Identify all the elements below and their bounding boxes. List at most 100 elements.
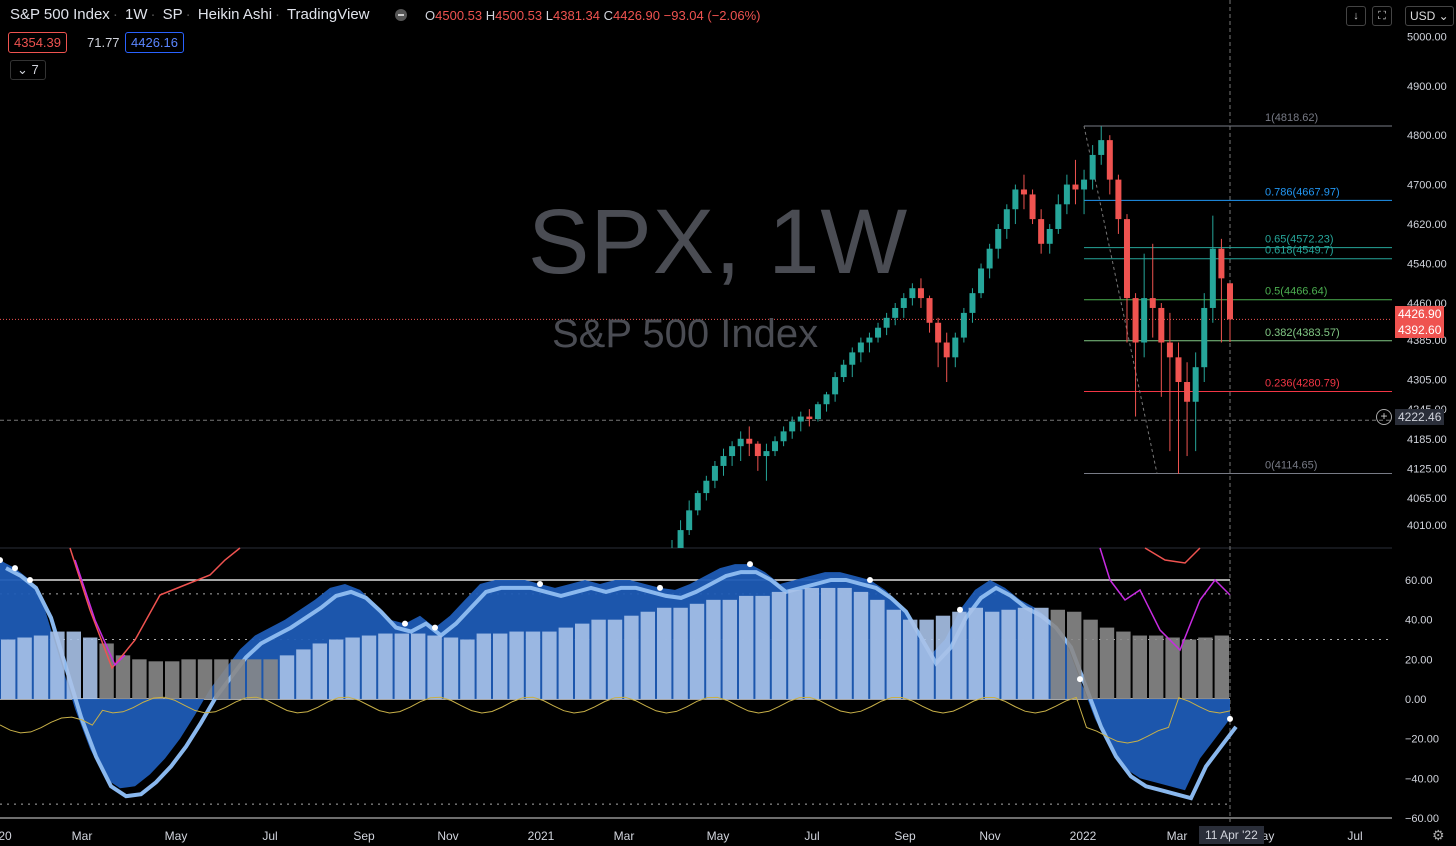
histogram-bar: [476, 633, 491, 699]
osc-axis-tick: 60.00: [1405, 575, 1433, 587]
histogram-bar: [50, 631, 65, 699]
candle-body: [978, 268, 985, 294]
signal-dot: [27, 577, 33, 583]
candle-body: [1175, 357, 1182, 383]
candle-body: [677, 530, 684, 548]
price-axis-tick: 4800.00: [1407, 130, 1447, 142]
candle-body: [1141, 298, 1148, 343]
histogram-bar: [115, 655, 131, 699]
candle-body: [995, 228, 1002, 249]
candle-body: [686, 510, 693, 531]
candle-body: [832, 377, 839, 395]
time-axis-tick: Mar: [1167, 829, 1188, 843]
histogram-bar: [558, 627, 573, 699]
histogram-bar: [411, 633, 426, 699]
histogram-bar: [821, 587, 836, 699]
candle-body: [875, 327, 882, 338]
price-axis-tick: 4385.00: [1407, 335, 1447, 347]
time-axis-tick: Mar: [72, 829, 93, 843]
histogram-bar: [509, 631, 524, 699]
histogram-bar: [1116, 631, 1131, 699]
signal-dot: [1227, 715, 1233, 722]
histogram-bar: [230, 659, 245, 699]
fib-level-label: 0.65(4572.23): [1265, 234, 1334, 246]
settings-gear-icon[interactable]: ⚙: [1432, 827, 1445, 843]
oscillator-red-line-2: [1144, 547, 1201, 564]
candle-body: [1020, 189, 1027, 195]
histogram-bar: [197, 659, 213, 699]
histogram-bar: [919, 619, 934, 699]
watermark-symbol: SPX, 1W: [528, 191, 909, 293]
candle-body: [952, 337, 959, 358]
signal-dot: [747, 561, 753, 568]
candle-body: [883, 317, 890, 328]
fib-level-label: 0.382(4383.57): [1265, 327, 1340, 339]
candle-body: [960, 312, 967, 338]
fullscreen-icon[interactable]: ⛶: [1372, 6, 1392, 26]
candle-body: [814, 404, 821, 420]
time-axis-tick: Jul: [804, 829, 819, 843]
fib-level-label: 0.786(4667.97): [1265, 186, 1340, 198]
add-alert-icon[interactable]: +: [1376, 409, 1392, 425]
time-axis-tick: Nov: [979, 829, 1000, 843]
interval-label[interactable]: 1W: [124, 6, 148, 23]
price-axis-tick: 4620.00: [1407, 219, 1447, 231]
time-axis-tick: 2022: [1070, 829, 1097, 843]
currency-selector[interactable]: USD ⌄: [1405, 6, 1454, 26]
signal-dot: [867, 577, 873, 583]
ask-price-badge[interactable]: 4426.16: [125, 32, 184, 53]
price-axis-tick: 4700.00: [1407, 180, 1447, 192]
time-axis-tick: Nov: [437, 829, 458, 843]
signal-dot: [0, 557, 3, 564]
candle-body: [1192, 367, 1199, 402]
price-axis-tick: 5000.00: [1407, 31, 1447, 43]
candle-body: [1209, 248, 1216, 308]
osc-axis-tick: 20.00: [1405, 654, 1433, 666]
symbol-name[interactable]: S&P 500 Index: [10, 6, 110, 23]
candle-body: [1158, 307, 1165, 343]
time-axis-tick: Mar: [614, 829, 635, 843]
histogram-bar: [739, 595, 754, 699]
time-axis-tick: May: [707, 829, 730, 843]
histogram-bar: [804, 587, 819, 699]
histogram-bar: [1198, 637, 1213, 699]
histogram-bar: [312, 643, 327, 699]
histogram-bar: [361, 635, 377, 699]
candle-body: [669, 550, 675, 580]
histogram-bar: [788, 589, 803, 699]
candle-body: [703, 480, 710, 494]
histogram-bar: [443, 637, 459, 699]
download-icon[interactable]: ↓: [1346, 6, 1366, 26]
time-axis-tick: Sep: [353, 829, 375, 843]
fib-level-label: 0(4114.65): [1265, 460, 1317, 472]
time-axis-tick: Sep: [894, 829, 916, 843]
more-options-icon[interactable]: [395, 9, 407, 21]
signal-dot: [402, 620, 408, 627]
candle-body: [1055, 204, 1062, 229]
indicators-collapse-button[interactable]: ⌄ 7: [10, 60, 46, 80]
histogram-bar: [214, 659, 229, 699]
signal-dot: [657, 584, 663, 591]
crosshair-date-label: 11 Apr '22: [1199, 826, 1264, 844]
histogram-bar: [165, 661, 180, 699]
histogram-bar: [1, 639, 16, 699]
fib-trend-line: [1083, 125, 1158, 474]
histogram-bar: [689, 603, 705, 699]
bid-price-badge[interactable]: 4354.39: [8, 32, 67, 53]
symbol-header[interactable]: S&P 500 Index · 1W · SP · Heikin Ashi · Trad…: [10, 6, 370, 23]
histogram-bar: [591, 619, 606, 699]
price-axis-tick: 4540.00: [1407, 259, 1447, 271]
candle-body: [1038, 219, 1045, 244]
candle-body: [694, 493, 701, 511]
histogram-bar: [575, 623, 590, 699]
histogram-bar: [394, 633, 409, 699]
candle-body: [754, 443, 761, 457]
candle-body: [986, 248, 993, 269]
oscillator-red-line: [69, 547, 241, 670]
histogram-bar: [542, 631, 557, 699]
histogram-bar: [706, 599, 721, 699]
chart-style-label: Heikin Ashi: [197, 6, 273, 23]
histogram-bar: [329, 639, 344, 699]
price-axis-tick: 4125.00: [1407, 463, 1447, 475]
